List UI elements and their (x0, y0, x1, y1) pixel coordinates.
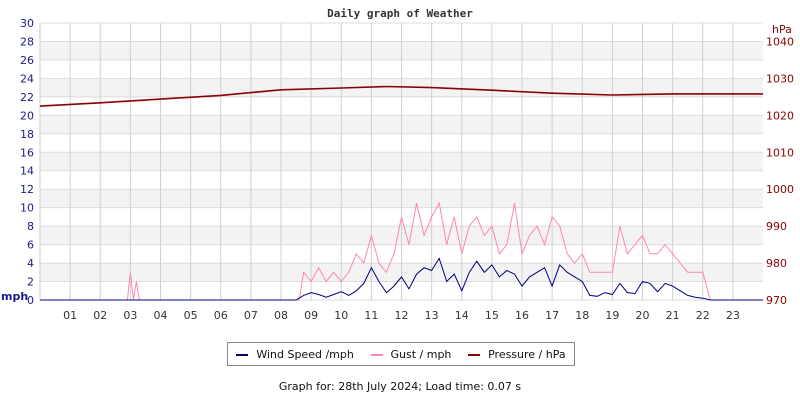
legend-label: Gust / mph (390, 347, 452, 361)
y-left-axis-label: mph (1, 290, 28, 303)
y-left-tick-label: 18 (20, 128, 34, 141)
y-right-axis-label: hPa (772, 23, 792, 36)
x-tick-label: 23 (726, 309, 740, 322)
y-right-tick-label: 1010 (766, 146, 794, 159)
x-tick-label: 17 (545, 309, 559, 322)
y-left-tick-label: 30 (20, 17, 34, 30)
x-tick-label: 02 (93, 309, 107, 322)
legend: Wind Speed /mph Gust / mph Pressure / hP… (227, 342, 575, 366)
y-left-tick-label: 26 (20, 54, 34, 67)
x-tick-label: 14 (455, 309, 469, 322)
x-tick-label: 18 (575, 309, 589, 322)
x-tick-label: 01 (63, 309, 77, 322)
y-left-tick-label: 28 (20, 35, 34, 48)
y-left-tick-label: 24 (20, 72, 34, 85)
x-tick-label: 16 (515, 309, 529, 322)
series-line-pressure (39, 85, 763, 107)
legend-wind: Wind Speed /mph (236, 348, 354, 361)
x-tick-label: 09 (304, 309, 318, 322)
y-left-tick-label: 10 (20, 202, 34, 215)
x-tick-label: 06 (214, 309, 228, 322)
y-left-tick-label: 6 (27, 239, 34, 252)
x-tick-label: 12 (395, 309, 409, 322)
x-tick-label: 21 (666, 309, 680, 322)
y-right-tick-label: 990 (766, 220, 787, 233)
series-line-gust (40, 201, 763, 301)
y-left-tick-label: 8 (27, 220, 34, 233)
x-tick-label: 04 (154, 309, 168, 322)
x-tick-label: 11 (364, 309, 378, 322)
y-left-tick-label: 22 (20, 91, 34, 104)
x-tick-label: 13 (425, 309, 439, 322)
y-left-tick-label: 20 (20, 109, 34, 122)
footer-text: Graph for: 28th July 2024; Load time: 0.… (278, 380, 522, 393)
legend-swatch-pressure (468, 353, 481, 356)
x-tick-label: 22 (696, 309, 710, 322)
y-right-tick-label: 1030 (766, 72, 794, 85)
x-tick-label: 07 (244, 309, 258, 322)
y-right-tick-label: 1040 (766, 35, 794, 48)
legend-swatch-gust (370, 353, 383, 356)
x-tick-label: 15 (485, 309, 499, 322)
x-tick-label: 08 (274, 309, 288, 322)
series-line-wind-speed (40, 257, 763, 301)
y-right-tick-label: 980 (766, 257, 787, 270)
chart-title: Daily graph of Weather (327, 7, 473, 20)
y-left-tick-label: 12 (20, 183, 34, 196)
legend-label: Pressure / hPa (488, 347, 566, 361)
x-tick-label: 05 (184, 309, 198, 322)
y-right-tick-label: 1000 (766, 183, 794, 196)
y-left-tick-label: 16 (20, 146, 34, 159)
x-tick-label: 10 (334, 309, 348, 322)
legend-pressure: Pressure / hPa (468, 348, 566, 361)
x-tick-label: 20 (636, 309, 650, 322)
legend-swatch-wind (236, 353, 249, 356)
x-tick-label: 19 (605, 309, 619, 322)
y-right-tick-label: 970 (766, 294, 787, 307)
y-left-tick-label: 14 (20, 165, 34, 178)
y-right-tick-label: 1020 (766, 109, 794, 122)
x-tick-label: 03 (123, 309, 137, 322)
legend-label: Wind Speed /mph (256, 347, 354, 361)
y-left-tick-label: 0 (27, 294, 34, 307)
legend-gust: Gust / mph (370, 347, 452, 361)
y-left-tick-label: 4 (27, 257, 34, 270)
y-left-tick-label: 2 (27, 276, 34, 289)
